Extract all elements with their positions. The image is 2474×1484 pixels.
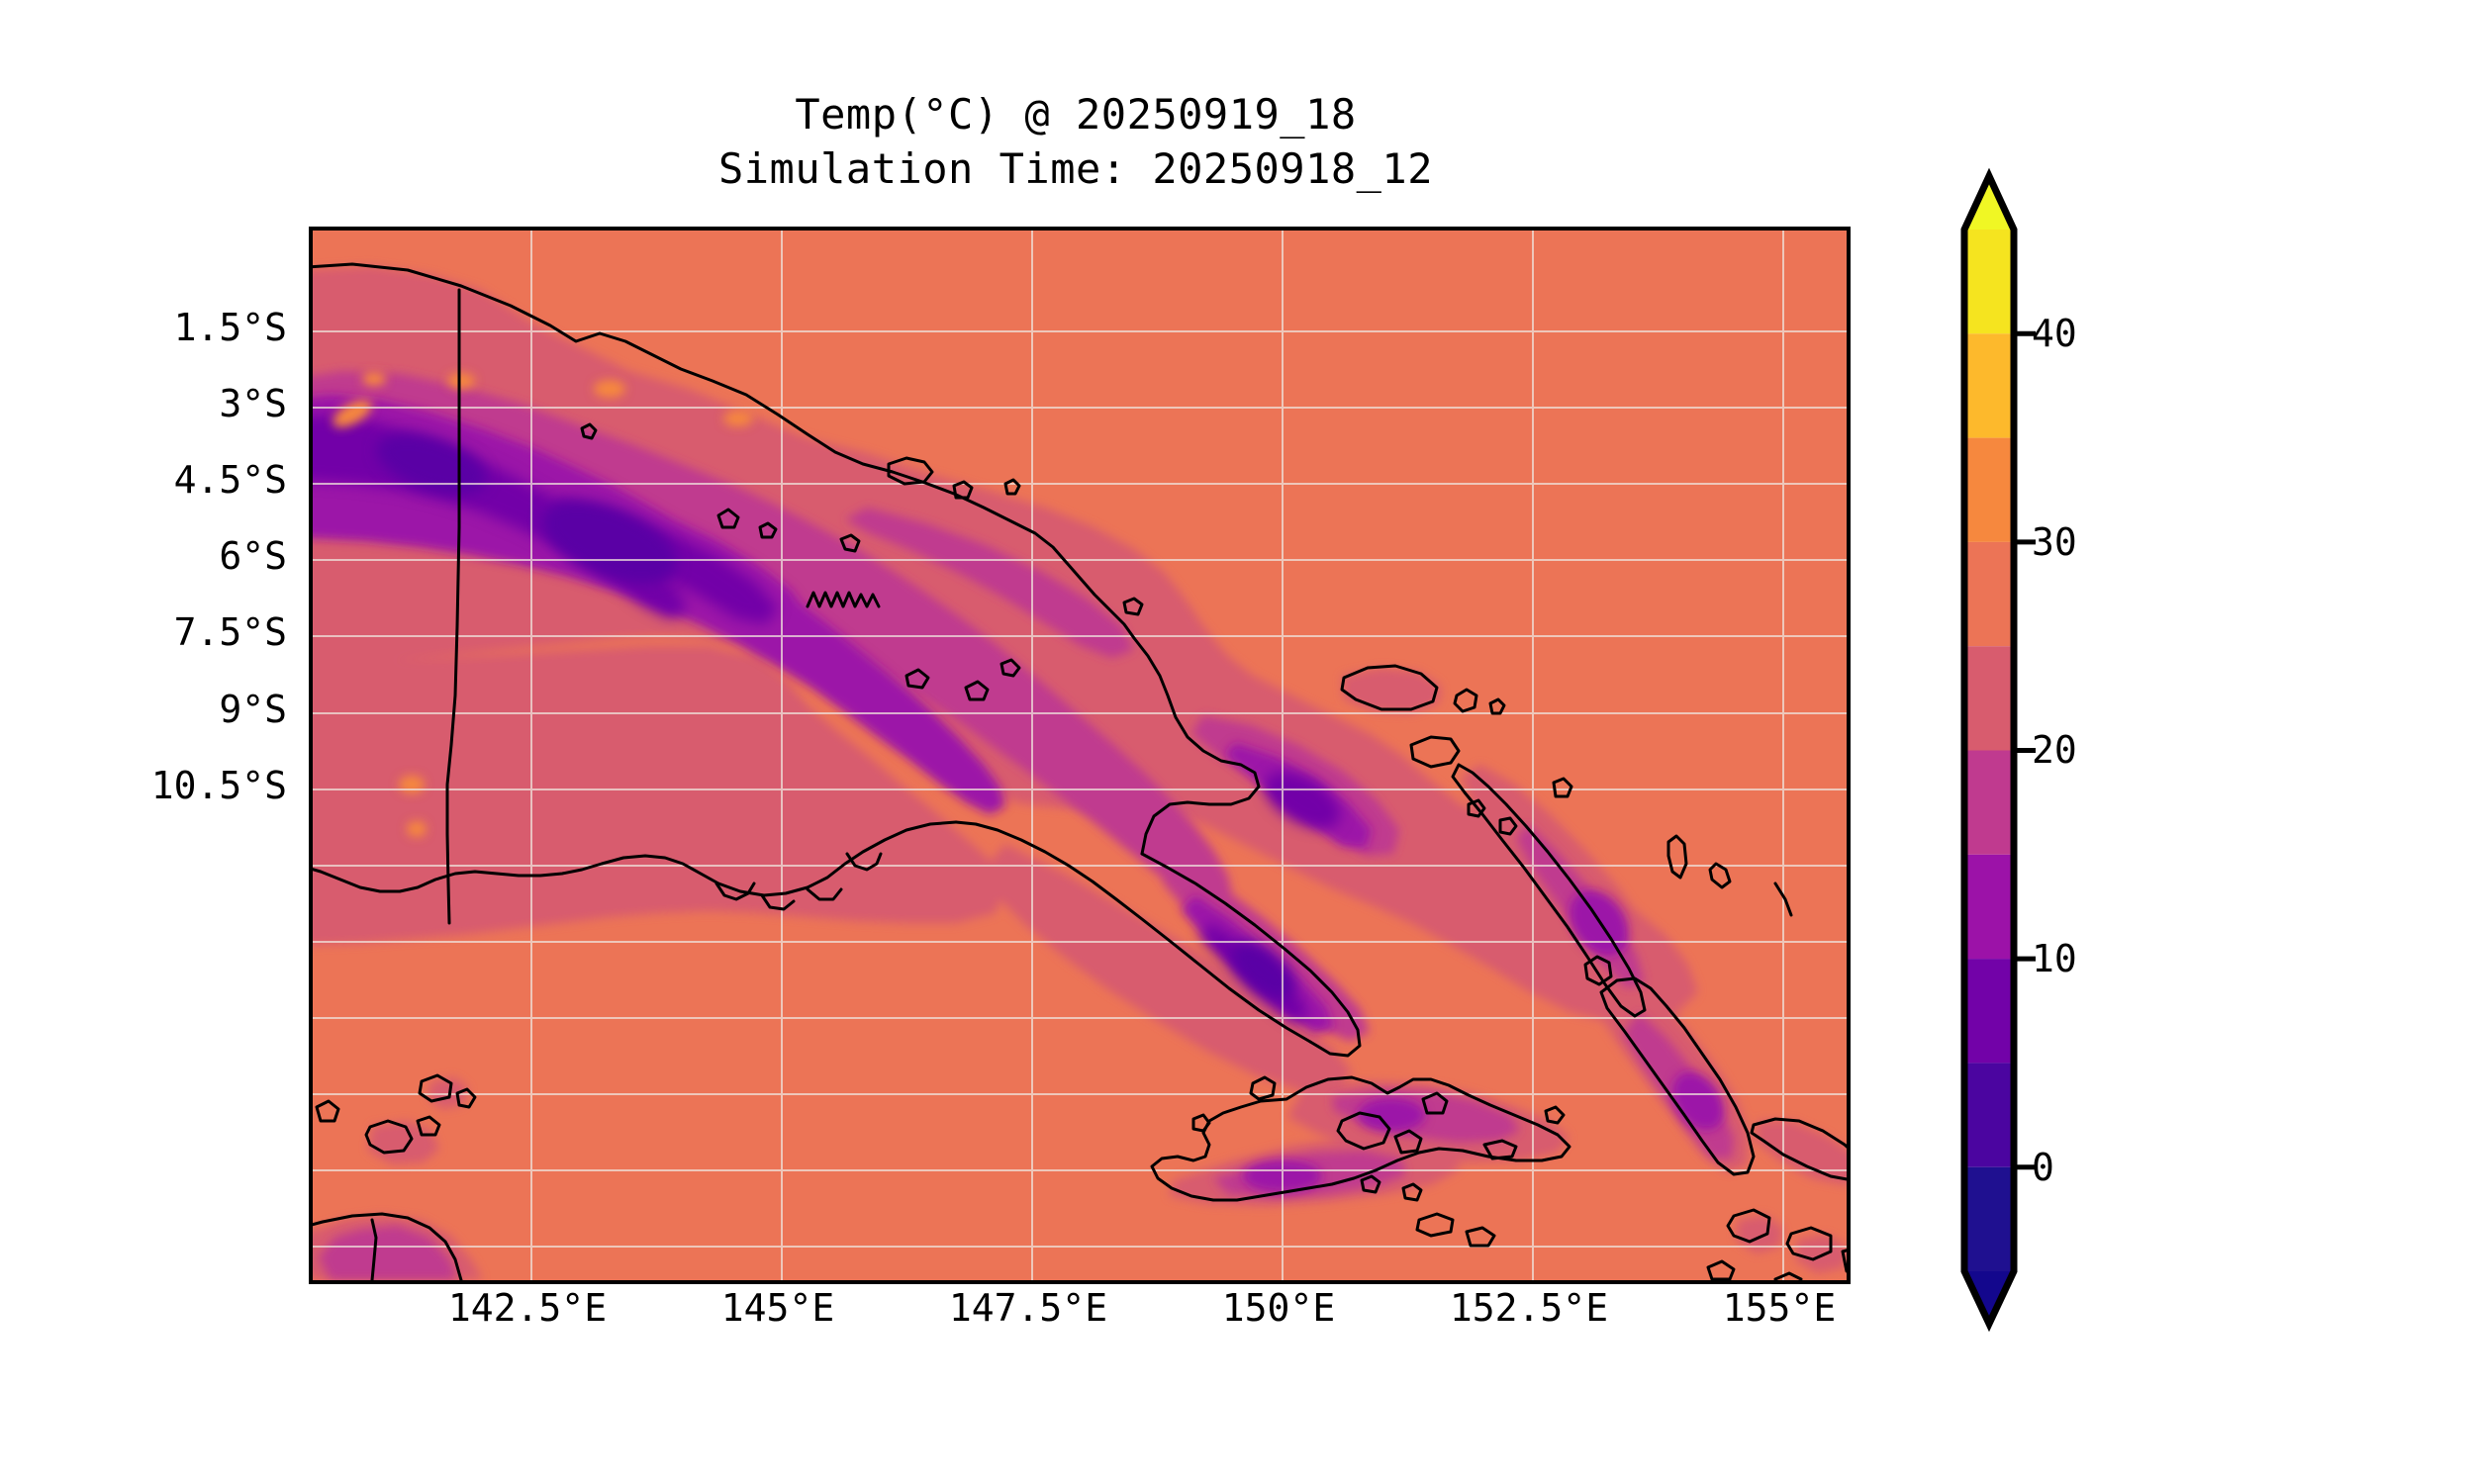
coastlines bbox=[313, 262, 1847, 1280]
colorbar-tick-label: 0 bbox=[2032, 1146, 2054, 1189]
xtick-label: 142.5°E bbox=[447, 1286, 608, 1330]
xtick-label: 145°E bbox=[720, 1286, 835, 1330]
x-axis-ticks: 142.5°E 145°E 147.5°E 150°E 152.5°E 155°… bbox=[0, 1286, 2474, 1365]
ytick-label: 7.5°S bbox=[173, 610, 287, 654]
ytick-label: 1.5°S bbox=[173, 306, 287, 349]
temperature-contour-map bbox=[313, 231, 1847, 1280]
colorbar-bands bbox=[1964, 230, 2014, 1271]
title-line-1: Temp(°C) @ 20250919_18 bbox=[795, 90, 1357, 139]
colorbar[interactable]: 40 30 20 10 0 bbox=[1954, 158, 2350, 1345]
xtick-label: 152.5°E bbox=[1449, 1286, 1609, 1330]
ytick-label: 3°S bbox=[219, 382, 287, 425]
colorbar-tick-label: 20 bbox=[2032, 728, 2077, 772]
ytick-label: 9°S bbox=[219, 688, 287, 731]
chart-title: Temp(°C) @ 20250919_18 Simulation Time: … bbox=[309, 87, 1843, 197]
colorbar-tick-label: 30 bbox=[2032, 520, 2077, 564]
ytick-label: 6°S bbox=[219, 534, 287, 578]
ytick-label: 10.5°S bbox=[150, 764, 287, 807]
y-axis-ticks: 1.5°S 3°S 4.5°S 6°S 7.5°S 9°S 10.5°S bbox=[0, 0, 287, 1484]
colorbar-tick-label: 40 bbox=[2032, 312, 2077, 355]
xtick-label: 150°E bbox=[1221, 1286, 1336, 1330]
xtick-label: 155°E bbox=[1722, 1286, 1837, 1330]
colorbar-outline bbox=[1960, 167, 2018, 1333]
colorbar-under-arrow bbox=[1964, 1271, 2014, 1324]
colorbar-over-arrow bbox=[1964, 176, 2014, 230]
map-plot-area[interactable] bbox=[309, 227, 1851, 1284]
title-line-2: Simulation Time: 20250918_12 bbox=[717, 144, 1433, 194]
xtick-label: 147.5°E bbox=[948, 1286, 1108, 1330]
map-gridlines bbox=[313, 231, 1847, 1280]
colorbar-gradient bbox=[1960, 167, 2036, 1333]
colorbar-tick-marks bbox=[2014, 330, 2036, 1170]
colorbar-tick-label: 10 bbox=[2032, 937, 2077, 980]
ytick-label: 4.5°S bbox=[173, 458, 287, 502]
